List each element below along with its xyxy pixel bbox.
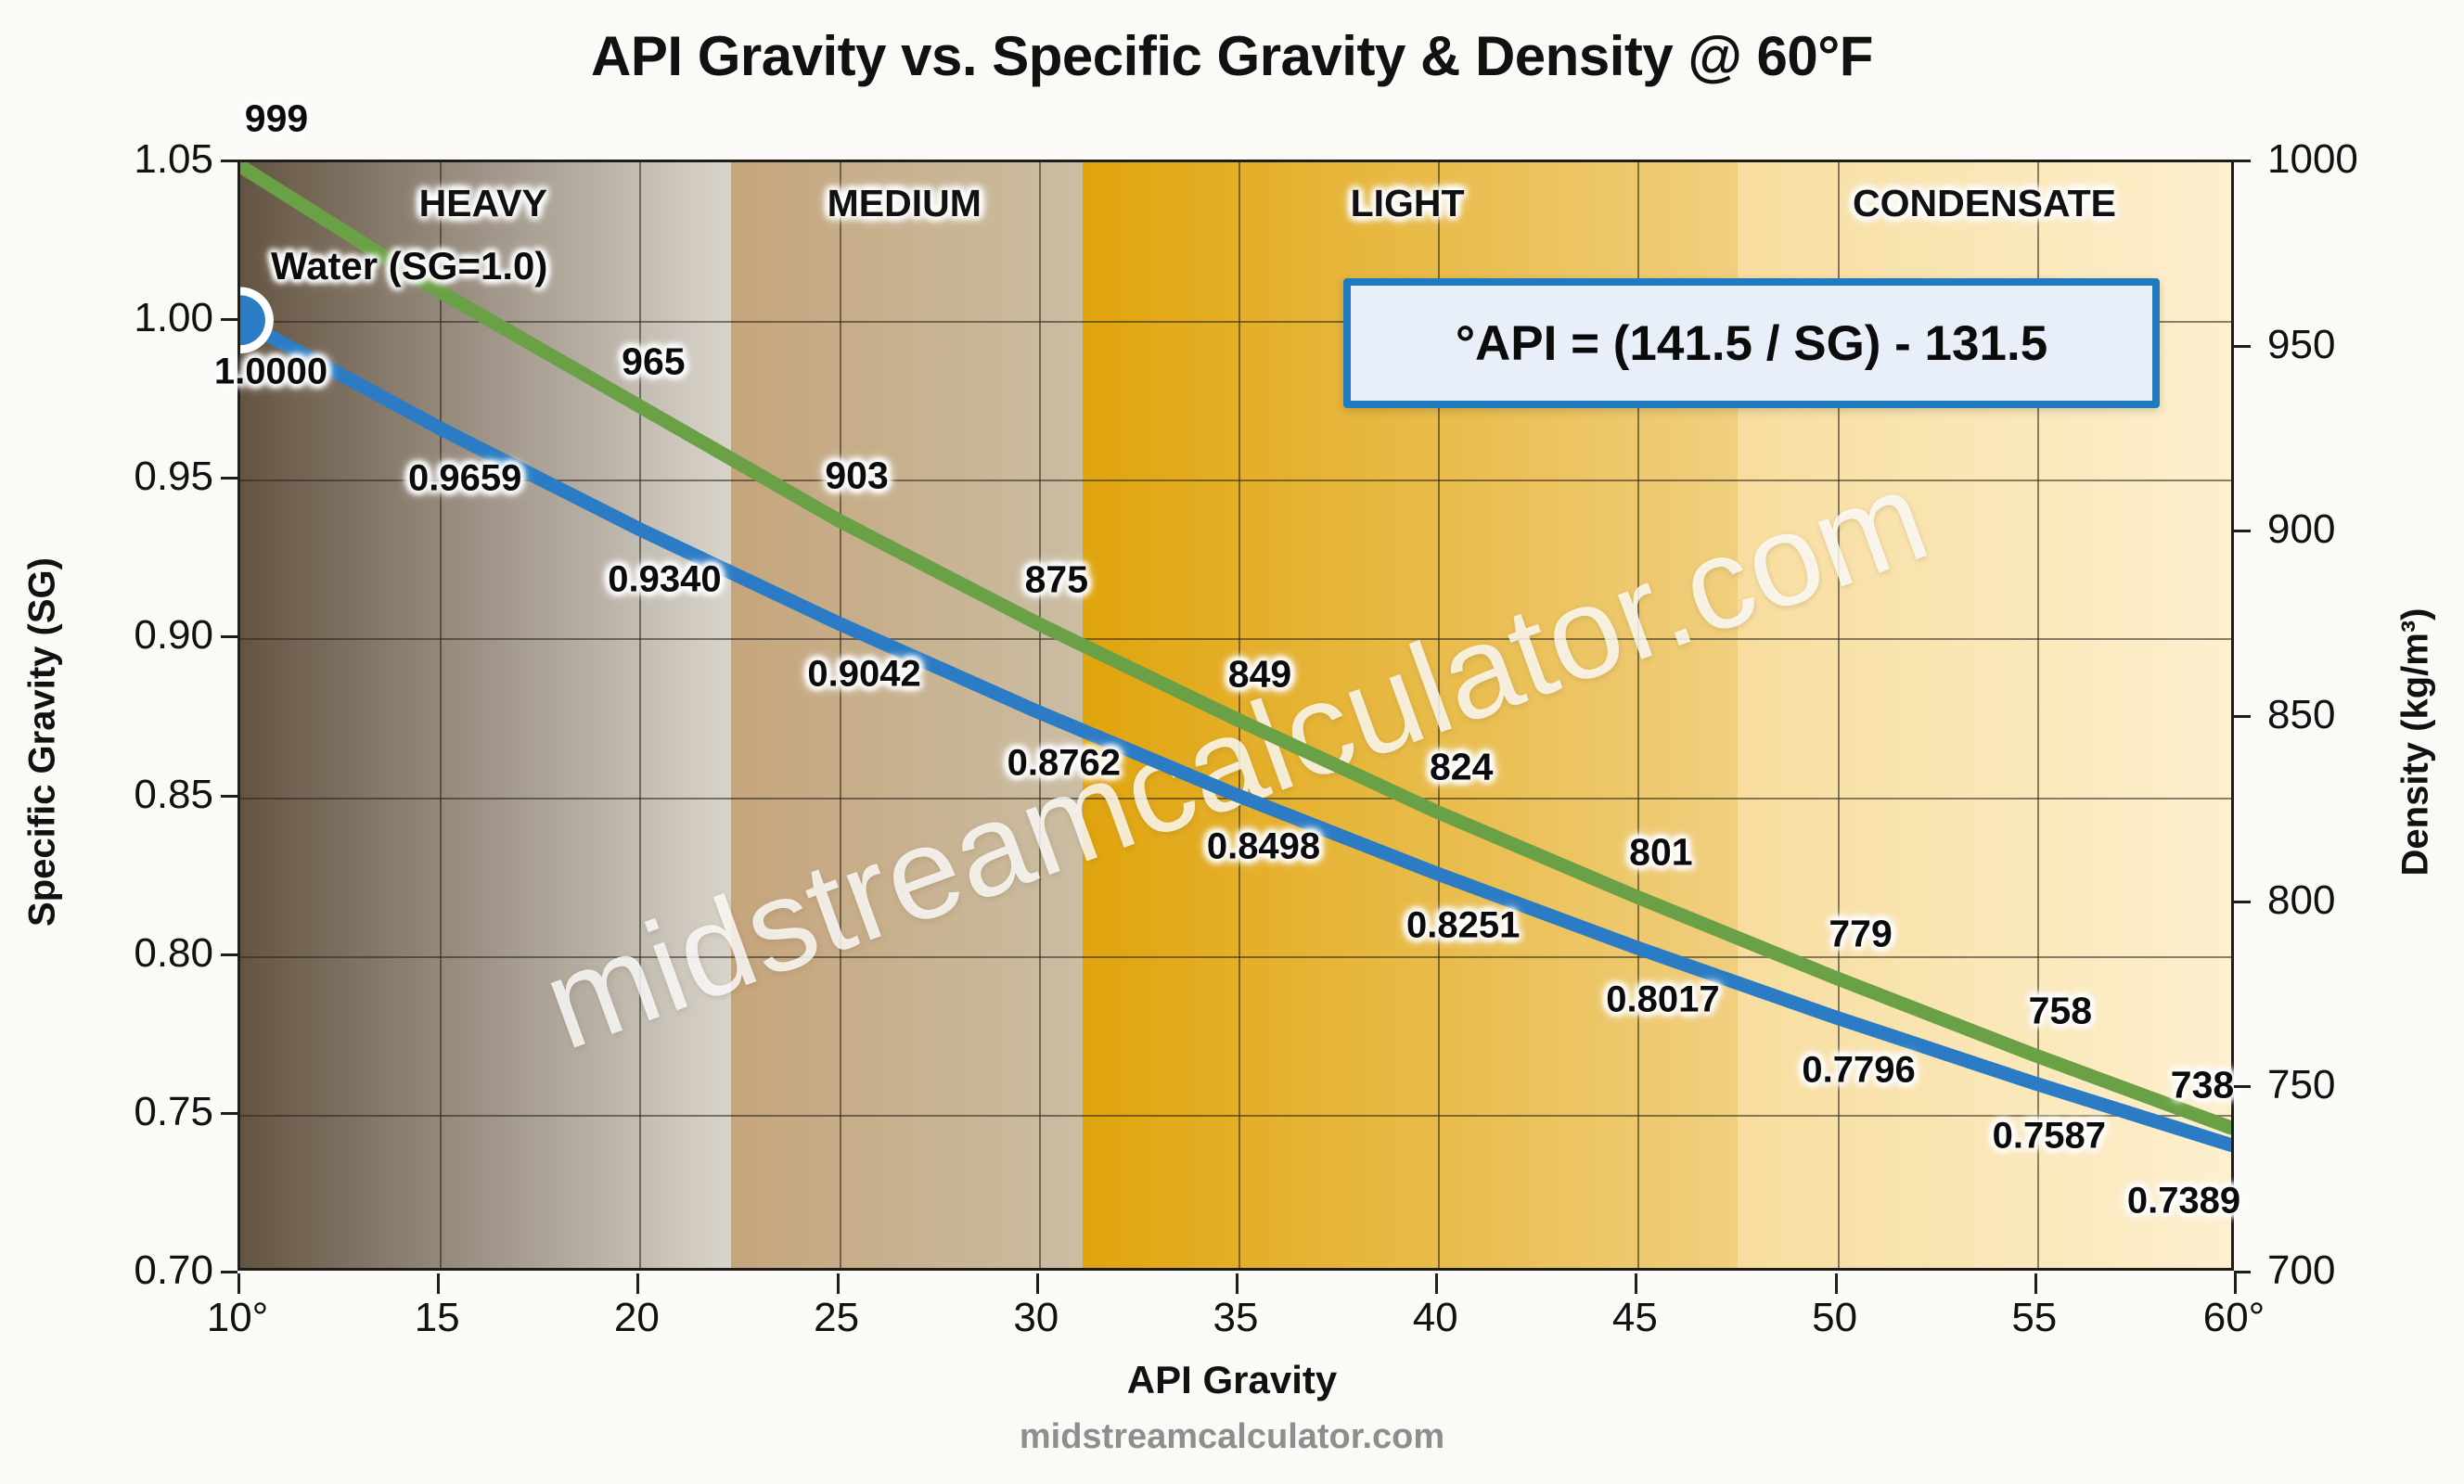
y-axis-left-tick: 0.75 [134, 1088, 213, 1134]
density-point-label: 849 [1227, 652, 1292, 696]
series-lines [240, 162, 2231, 1152]
specific-gravity-point-label: 0.9042 [807, 653, 921, 695]
y-axis-left-tick: 1.00 [134, 295, 213, 341]
chart-title: API Gravity vs. Specific Gravity & Densi… [591, 25, 1873, 87]
y-axis-right-tick: 950 [2267, 321, 2336, 367]
y-axis-left-tick: 0.90 [134, 612, 213, 659]
x-axis-tick: 20 [613, 1295, 660, 1340]
water-annotation: Water (SG=1.0) [271, 244, 548, 288]
specific-gravity-point-label: 0.8498 [1206, 825, 1321, 867]
y-axis-left-tick: 0.80 [134, 929, 213, 976]
x-axis-tick: 45 [1611, 1295, 1658, 1340]
y-axis-left-tick: 0.95 [134, 454, 213, 500]
density-series-line [240, 162, 2231, 1135]
x-axis-tickmark [437, 1273, 441, 1294]
x-axis-tickmark [237, 1273, 240, 1294]
band-heavy [240, 162, 732, 1268]
footer-credit: midstreamcalculator.com [1019, 1417, 1445, 1456]
density-point-label: 999 [244, 96, 309, 140]
y-axis-right-tick: 800 [2267, 876, 2336, 923]
x-axis-tick: 55 [2011, 1295, 2058, 1340]
density-point-label: 965 [622, 339, 686, 383]
density-point-label: 758 [2028, 989, 2093, 1032]
x-axis-tick: 30 [1013, 1295, 1059, 1340]
formula-text: °API = (141.5 / SG) - 131.5 [1455, 315, 2048, 371]
x-axis-tickmark [636, 1273, 640, 1294]
y-axis-right-tickmark [2234, 1271, 2251, 1273]
band-medium [731, 162, 1084, 1268]
density-point-label: 824 [1429, 745, 1494, 788]
y-axis-left-tick: 1.05 [134, 136, 213, 182]
specific-gravity-point-label: 0.9340 [608, 558, 722, 600]
x-axis-tickmark [2034, 1273, 2037, 1294]
y-axis-right-tick: 1000 [2267, 136, 2358, 182]
specific-gravity-point-label: 0.8017 [1606, 979, 1720, 1020]
density-point-label: 801 [1629, 830, 1693, 874]
density-point-label: 779 [1829, 912, 1893, 955]
density-point-label: 875 [1024, 557, 1089, 601]
specific-gravity-point-label: 1.0000 [213, 351, 328, 392]
y-axis-left-tickmark [221, 953, 237, 956]
x-axis-tick: 25 [814, 1295, 860, 1340]
x-axis-title: API Gravity [1126, 1358, 1338, 1401]
x-axis-tickmark [1236, 1273, 1238, 1294]
y-axis-right-tickmark [2234, 160, 2251, 162]
y-axis-right-tick: 750 [2267, 1062, 2336, 1108]
y-axis-left-title: Specific Gravity (SG) [21, 557, 63, 927]
y-axis-right-title: Density (kg/m³) [2394, 608, 2436, 876]
y-axis-left-tickmark [221, 477, 237, 480]
x-axis-tickmark [1635, 1273, 1638, 1294]
water-marker-dot [240, 295, 265, 346]
x-axis-tickmark [1834, 1273, 1838, 1294]
y-axis-right-tickmark [2234, 1085, 2251, 1089]
band-label-heavy: HEAVY [418, 182, 547, 224]
y-axis-right-tick: 700 [2267, 1247, 2336, 1293]
x-axis-tick: 15 [414, 1295, 460, 1340]
y-axis-left-tickmark [221, 160, 237, 162]
y-axis-left-tick: 0.85 [134, 771, 213, 817]
x-axis-tick: 40 [1412, 1295, 1458, 1340]
x-axis-tickmark [1435, 1273, 1439, 1294]
specific-gravity-point-label: 0.7587 [1992, 1115, 2106, 1157]
x-axis-tick: 35 [1213, 1295, 1259, 1340]
specific-gravity-point-label: 0.7389 [2126, 1180, 2241, 1222]
formula-callout: °API = (141.5 / SG) - 131.5 [1343, 278, 2160, 408]
y-axis-left-tickmark [221, 794, 237, 798]
band-label-medium: MEDIUM [827, 182, 982, 224]
y-axis-left-tickmark [221, 1111, 237, 1115]
specific-gravity-point-label: 0.7796 [1802, 1049, 1916, 1091]
y-axis-right-tick: 850 [2267, 692, 2336, 737]
density-point-label: 903 [825, 454, 889, 497]
y-axis-right-tickmark [2234, 900, 2251, 903]
x-axis-tick: 50 [1812, 1295, 1858, 1340]
x-axis-tickmark [2234, 1273, 2237, 1294]
specific-gravity-point-label: 0.9659 [408, 457, 522, 499]
y-axis-left-tickmark [221, 1271, 237, 1273]
specific-gravity-point-label: 0.8251 [1406, 904, 1521, 946]
x-axis-tick: 10° [206, 1295, 269, 1340]
x-axis-tick: 60° [2202, 1295, 2265, 1340]
specific-gravity-series-line [240, 313, 2231, 1152]
band-label-condensate: CONDENSATE [1853, 182, 2116, 224]
y-axis-right-tickmark [2234, 344, 2251, 348]
specific-gravity-point-label: 0.8762 [1007, 742, 1121, 784]
y-axis-right-tickmark [2234, 530, 2251, 533]
x-axis-tickmark [1035, 1273, 1039, 1294]
y-axis-right-tick: 900 [2267, 506, 2336, 553]
band-label-light: LIGHT [1350, 182, 1465, 224]
y-axis-left-tickmark [221, 635, 237, 639]
x-axis-tickmark [836, 1273, 840, 1294]
y-axis-right-tickmark [2234, 715, 2251, 718]
y-axis-left-tick: 0.70 [134, 1247, 213, 1293]
y-axis-left-tickmark [221, 318, 237, 322]
density-point-label: 738 [2170, 1063, 2235, 1107]
